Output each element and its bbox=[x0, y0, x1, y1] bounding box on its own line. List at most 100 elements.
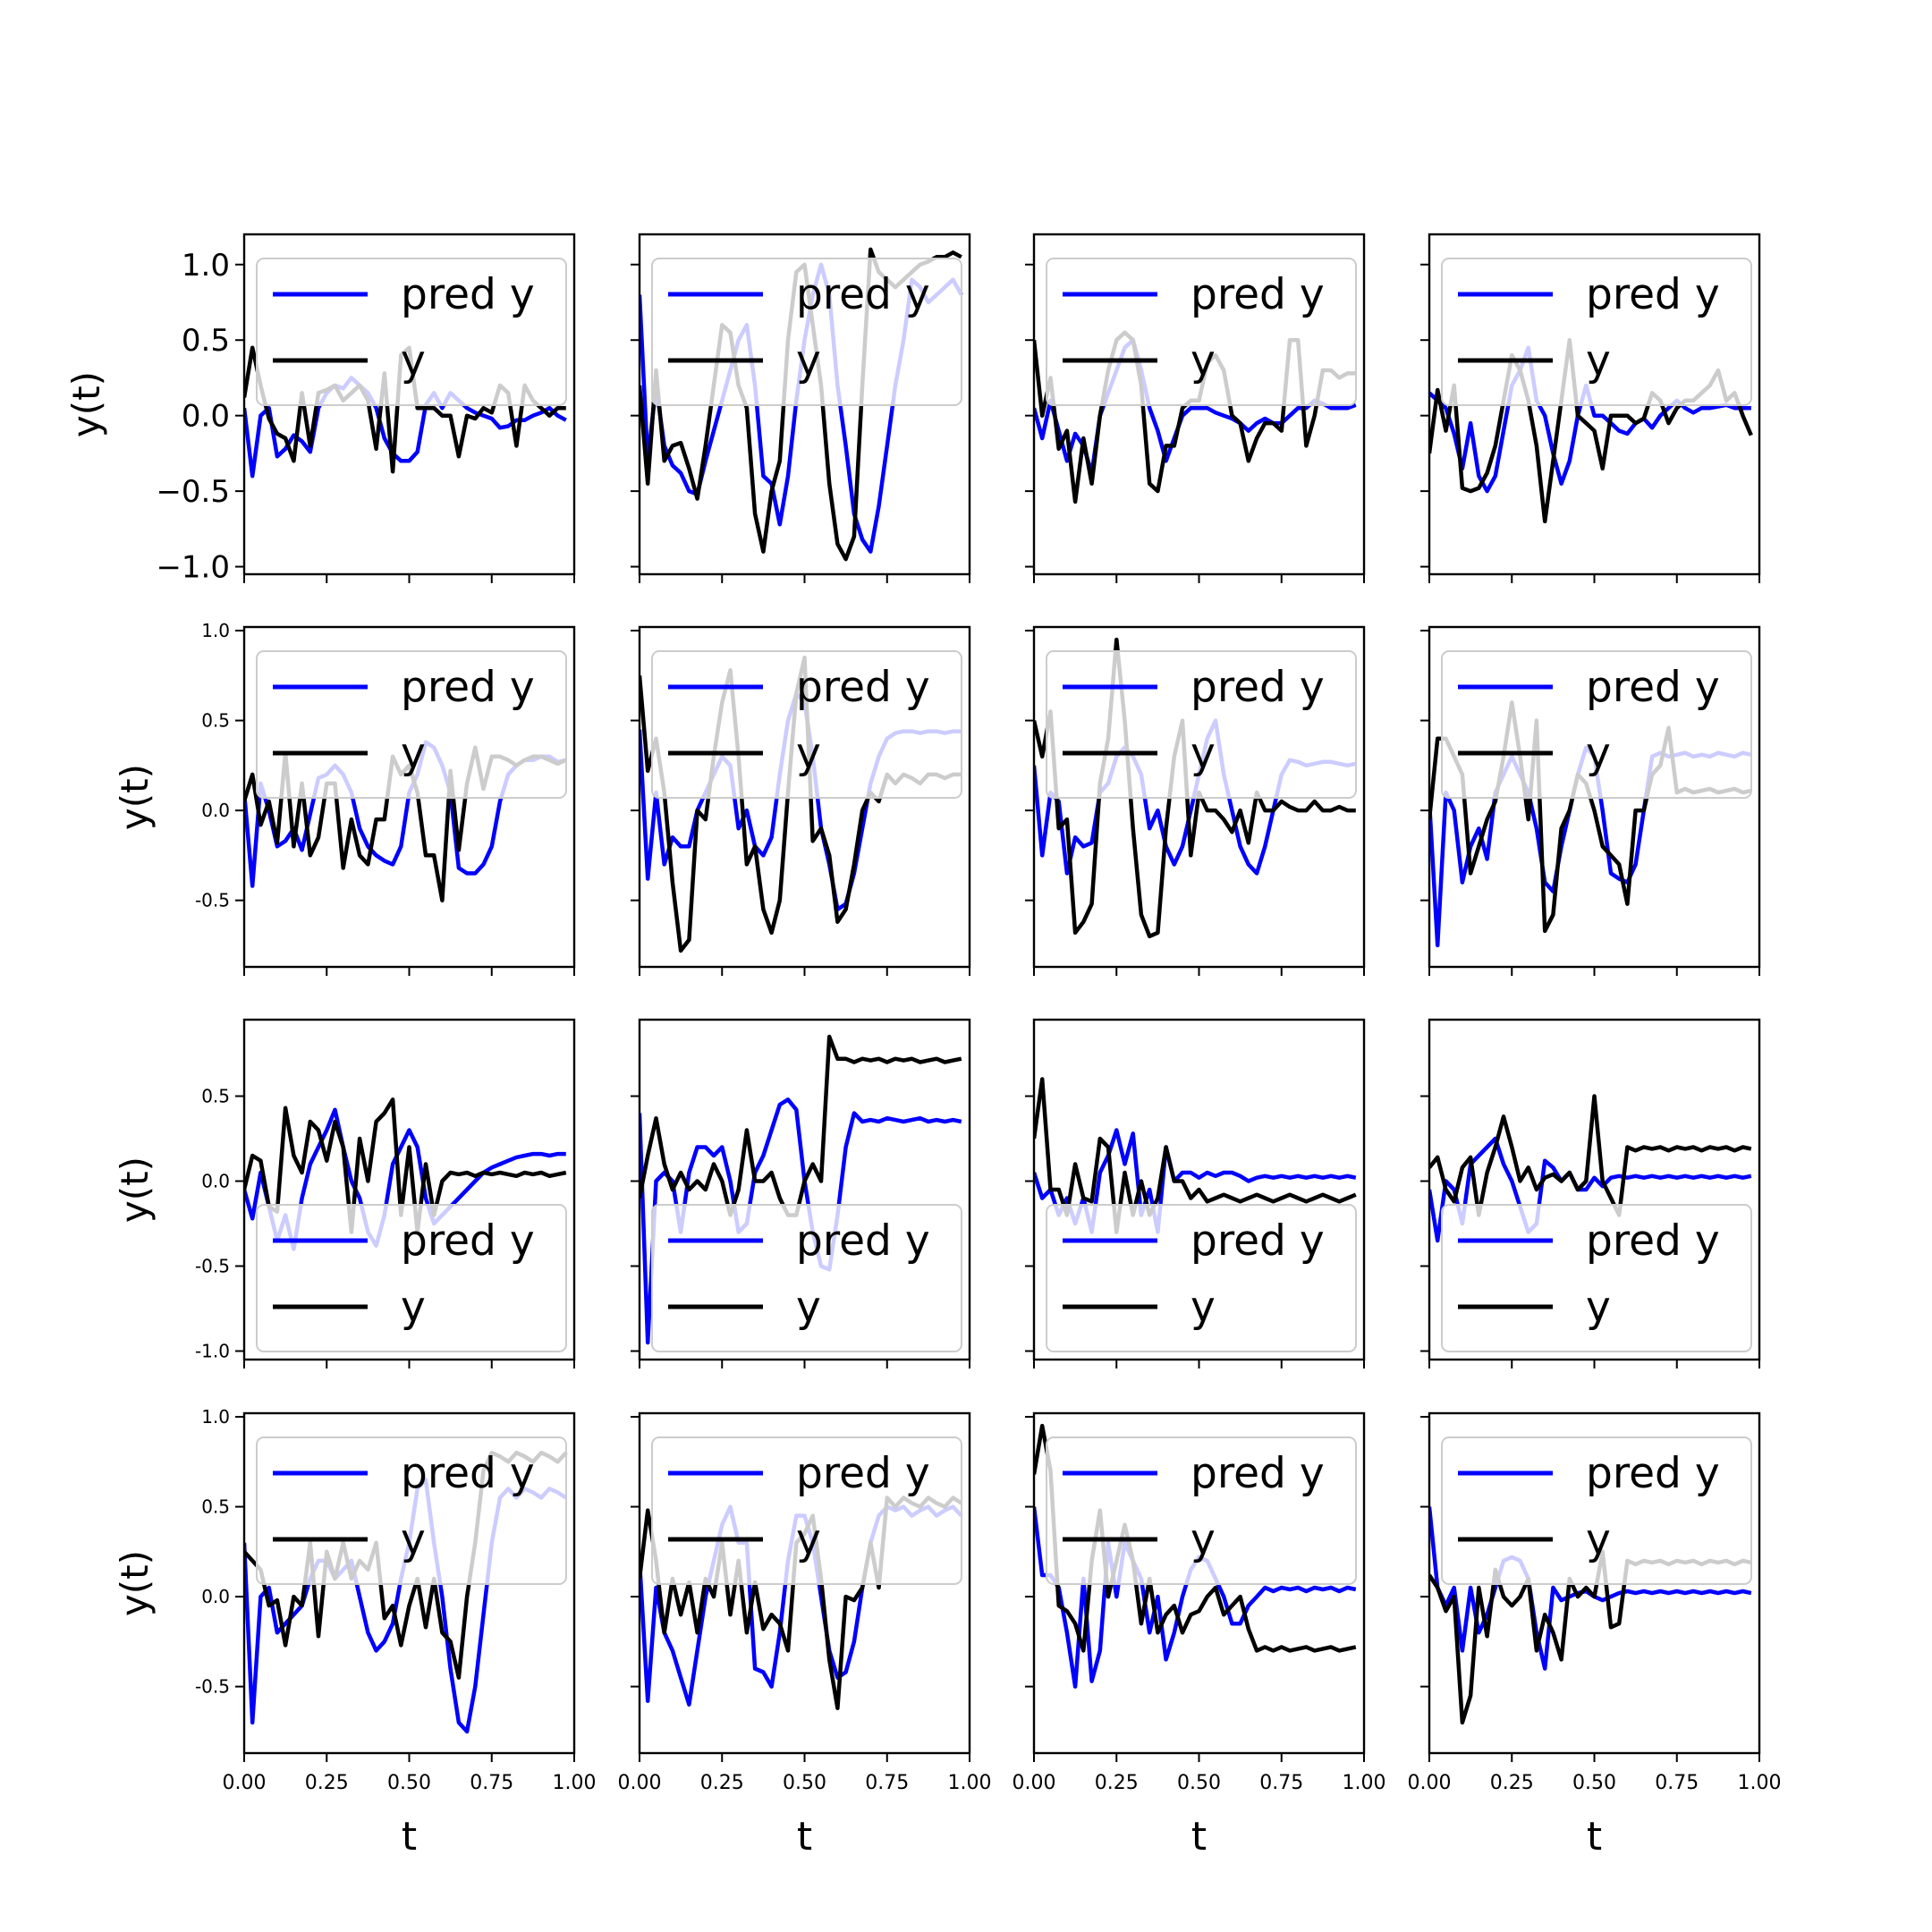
x-tick-label: 0.25 bbox=[305, 1772, 349, 1794]
legend-true-label: y bbox=[796, 1515, 821, 1564]
legend-pred-label: pred y bbox=[796, 663, 930, 712]
legend: pred y y bbox=[256, 1204, 567, 1352]
x-axis-label: t bbox=[797, 1814, 812, 1860]
x-tick-label: 0.25 bbox=[1095, 1772, 1139, 1794]
x-tick-label: 0.50 bbox=[783, 1772, 826, 1794]
subplot-2-2: pred y y bbox=[1025, 1018, 1366, 1368]
legend: pred y y bbox=[651, 1204, 962, 1352]
legend-pred-label: pred y bbox=[1191, 270, 1325, 319]
y-axis-label: y(t) bbox=[64, 371, 108, 437]
true-series-line bbox=[640, 1034, 962, 1217]
legend: pred y y bbox=[1441, 1436, 1752, 1585]
true-series-line bbox=[244, 1097, 567, 1234]
x-tick-label: 1.00 bbox=[1738, 1772, 1782, 1794]
true-series-line bbox=[1034, 1077, 1357, 1234]
y-tick-label: -0.5 bbox=[195, 1256, 230, 1277]
subplot-1-1: pred y y bbox=[631, 625, 971, 976]
legend-pred-label: pred y bbox=[1586, 1449, 1720, 1498]
legend: pred y y bbox=[1046, 1204, 1357, 1352]
pred-series-line bbox=[640, 1097, 962, 1345]
true-series-line bbox=[1034, 637, 1356, 939]
x-tick-label: 0.25 bbox=[700, 1772, 744, 1794]
subplot-1-2: pred y y bbox=[1025, 625, 1366, 976]
legend-true-label: y bbox=[796, 729, 821, 778]
legend-pred-label: pred y bbox=[401, 270, 535, 319]
subplot-0-1: pred y y bbox=[631, 233, 971, 583]
legend-true-label: y bbox=[1586, 336, 1611, 386]
x-tick-label: 0.00 bbox=[618, 1772, 662, 1794]
legend-true-label: y bbox=[401, 336, 426, 386]
y-tick-label: -0.5 bbox=[195, 1676, 230, 1698]
true-series-line bbox=[1429, 1094, 1752, 1217]
legend-pred-label: pred y bbox=[796, 1449, 930, 1498]
y-tick-label: 0.5 bbox=[182, 323, 230, 359]
legend-true-label: y bbox=[401, 729, 426, 778]
y-tick-label: 0.5 bbox=[201, 1086, 230, 1107]
legend-true-label: y bbox=[796, 336, 821, 386]
y-axis-label: y(t) bbox=[113, 1157, 157, 1223]
x-tick-label: 0.75 bbox=[470, 1772, 513, 1794]
legend-true-label: y bbox=[1586, 1283, 1611, 1332]
subplot-0-0: pred y y −1.0 −0.5 0.0 0.5 1.0 y(t) bbox=[64, 233, 576, 586]
x-tick-label: 0.50 bbox=[1177, 1772, 1221, 1794]
legend-true-label: y bbox=[796, 1283, 821, 1332]
subplot-1-0: pred y y -0.5 0.0 0.5 1.0 y(t) bbox=[113, 620, 576, 976]
legend: pred y y bbox=[651, 1436, 962, 1585]
true-series-line bbox=[1034, 1423, 1357, 1653]
legend: pred y y bbox=[651, 650, 962, 799]
legend-true-label: y bbox=[401, 1515, 426, 1564]
legend-pred-label: pred y bbox=[401, 663, 535, 712]
legend: pred y y bbox=[256, 650, 567, 799]
subplot-1-3: pred y y bbox=[1420, 625, 1761, 976]
y-tick-label: -0.5 bbox=[195, 890, 230, 911]
y-tick-label: -1.0 bbox=[195, 1341, 230, 1362]
legend-true-label: y bbox=[1191, 729, 1216, 778]
y-tick-label: 0.5 bbox=[201, 1496, 230, 1518]
y-tick-label: 1.0 bbox=[182, 248, 230, 284]
y-axis-label: y(t) bbox=[113, 764, 157, 830]
x-tick-label: 0.75 bbox=[865, 1772, 909, 1794]
legend-true-label: y bbox=[1191, 1283, 1216, 1332]
x-tick-label: 1.00 bbox=[948, 1772, 992, 1794]
legend-pred-label: pred y bbox=[1191, 1216, 1325, 1266]
x-tick-label: 0.75 bbox=[1655, 1772, 1699, 1794]
legend-true-label: y bbox=[1191, 1515, 1216, 1564]
legend-true-label: y bbox=[1586, 729, 1611, 778]
x-tick-label: 0.25 bbox=[1490, 1772, 1534, 1794]
legend: pred y y bbox=[1441, 1204, 1752, 1352]
legend-pred-label: pred y bbox=[1586, 270, 1720, 319]
x-tick-label: 1.00 bbox=[553, 1772, 597, 1794]
legend: pred y y bbox=[1046, 650, 1357, 799]
y-tick-label: 0.5 bbox=[201, 710, 230, 732]
x-tick-label: 0.50 bbox=[387, 1772, 431, 1794]
x-tick-label: 0.00 bbox=[223, 1772, 267, 1794]
y-tick-label: 1.0 bbox=[201, 1406, 230, 1428]
legend-pred-label: pred y bbox=[401, 1449, 535, 1498]
subplot-2-3: pred y y bbox=[1420, 1018, 1761, 1368]
legend-pred-label: pred y bbox=[401, 1216, 535, 1266]
legend-true-label: y bbox=[1191, 336, 1216, 386]
y-axis-label: y(t) bbox=[113, 1550, 157, 1616]
legend-pred-label: pred y bbox=[1191, 663, 1325, 712]
subplot-0-2: pred y y bbox=[1025, 233, 1366, 583]
plot-area bbox=[640, 1034, 962, 1345]
subplot-2-0: pred y y -1.0 -0.5 0.0 0.5 y(t) bbox=[113, 1018, 576, 1368]
x-tick-label: 0.75 bbox=[1259, 1772, 1303, 1794]
legend: pred y y bbox=[651, 258, 962, 406]
legend-pred-label: pred y bbox=[1586, 1216, 1720, 1266]
y-tick-label: −1.0 bbox=[156, 550, 230, 586]
pred-series-line bbox=[1429, 1136, 1752, 1243]
x-tick-label: 0.00 bbox=[1013, 1772, 1056, 1794]
legend-pred-label: pred y bbox=[796, 270, 930, 319]
x-tick-label: 0.50 bbox=[1572, 1772, 1616, 1794]
subplot-3-2: pred y y 0.00 0.25 0.50 0.75 1.00 t bbox=[1013, 1411, 1385, 1860]
legend-true-label: y bbox=[1586, 1515, 1611, 1564]
y-tick-label: 0.0 bbox=[182, 399, 230, 435]
x-axis-label: t bbox=[402, 1814, 417, 1860]
legend: pred y y bbox=[1046, 1436, 1357, 1585]
legend: pred y y bbox=[1046, 258, 1357, 406]
y-tick-label: 0.0 bbox=[201, 1586, 230, 1607]
legend-pred-label: pred y bbox=[1586, 663, 1720, 712]
subplot-0-3: pred y y bbox=[1420, 233, 1761, 583]
